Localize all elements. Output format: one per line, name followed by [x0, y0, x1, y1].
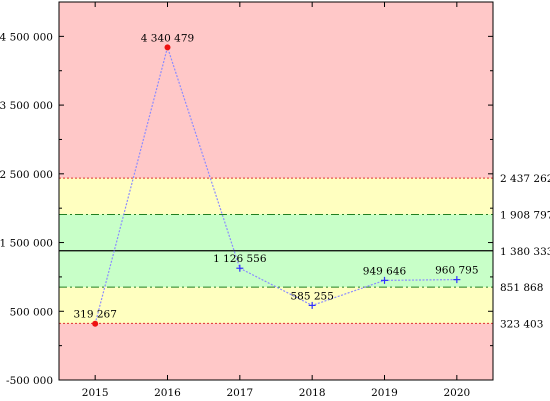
- y-tick-label-4: 3 500 000: [0, 100, 53, 112]
- data-label-2: 1 126 556: [213, 253, 267, 265]
- x-tick-label-1: 2016: [154, 387, 181, 399]
- data-label-3: 585 255: [290, 290, 333, 302]
- data-point-3: [308, 301, 316, 309]
- data-labels: 319 267 4 340 479 1 126 556 585 255 949 646 9…: [73, 32, 478, 320]
- control-line-label-3: 851 868: [500, 282, 543, 294]
- x-tick-label-0: 2015: [82, 387, 109, 399]
- x-axis: 2015 2016 2017 2018 2019 2020: [82, 2, 470, 399]
- y-tick-label-3: 2 500 000: [0, 169, 53, 181]
- data-series: [92, 44, 461, 327]
- x-tick-label-4: 2019: [371, 387, 398, 399]
- control-line-label-2: 1 380 333: [500, 246, 550, 258]
- control-line-label-4: 323 403: [500, 318, 543, 330]
- data-point-0: [92, 320, 99, 327]
- data-point-2: [236, 264, 244, 272]
- control-limit-lines: [59, 177, 493, 324]
- control-line-label-0: 2 437 262: [500, 173, 550, 185]
- data-point-4: [381, 276, 388, 284]
- data-label-4: 949 646: [363, 265, 407, 277]
- data-label-5: 960 795: [435, 265, 478, 277]
- x-tick-label-3: 2018: [299, 387, 326, 399]
- data-label-0: 319 267: [73, 309, 116, 321]
- y-tick-label-5: 4 500 000: [0, 31, 53, 43]
- x-tick-label-2: 2017: [226, 387, 253, 399]
- data-point-5: [453, 276, 461, 284]
- y-axis: -500 000 500 000 1 500 000 2 500 000 3 500 0…: [0, 31, 493, 387]
- control-line-label-1: 1 908 797: [500, 209, 550, 221]
- series-line-0: [94, 45, 457, 324]
- y-tick-label-1: 500 000: [10, 306, 53, 318]
- data-label-1: 4 340 479: [141, 32, 194, 44]
- y-tick-label-0: -500 000: [6, 375, 53, 387]
- plot-frame: [58, 1, 494, 381]
- data-point-1: [164, 44, 171, 51]
- plot-border: [58, 1, 494, 381]
- y-tick-label-2: 1 500 000: [0, 238, 53, 250]
- control-limit-labels: 2 437 262 1 908 797 1 380 333 851 868 323 40…: [500, 173, 550, 330]
- x-tick-label-5: 2020: [443, 387, 470, 399]
